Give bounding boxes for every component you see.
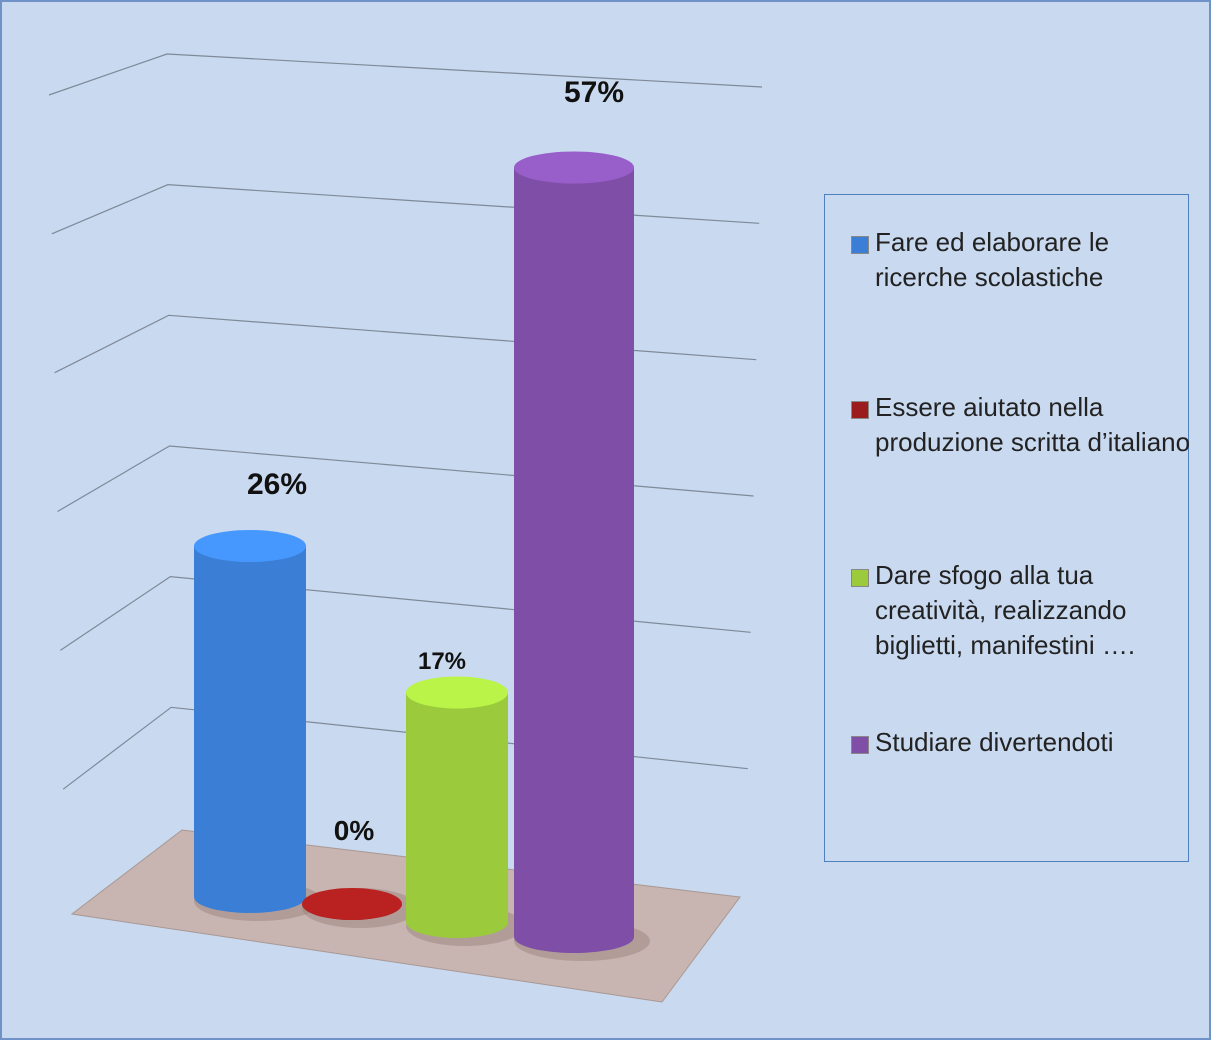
bar-top xyxy=(194,530,306,562)
legend-item: Fare ed elaborare le ricerche scolastich… xyxy=(849,225,1195,295)
bar-top xyxy=(406,676,508,709)
bar xyxy=(406,692,508,938)
legend-label: Studiare divertendoti xyxy=(875,727,1114,757)
legend-swatch xyxy=(851,569,869,587)
legend-swatch xyxy=(851,236,869,254)
legend-item: Dare sfogo alla tua creatività, realizza… xyxy=(849,558,1195,663)
value-label: 57% xyxy=(564,76,624,109)
legend-label: Essere aiutato nella produzione scritta … xyxy=(875,392,1191,457)
legend-swatch xyxy=(851,736,869,754)
value-label: 0% xyxy=(334,815,375,846)
legend: Fare ed elaborare le ricerche scolastich… xyxy=(824,194,1190,862)
bar xyxy=(514,167,634,953)
legend-item: Essere aiutato nella produzione scritta … xyxy=(849,390,1195,460)
grid-line xyxy=(51,184,760,235)
bar-top xyxy=(302,888,402,920)
grid-line xyxy=(62,706,748,790)
grid-line xyxy=(48,53,763,96)
legend-item: Studiare divertendoti xyxy=(849,725,1195,760)
value-label: 17% xyxy=(418,648,466,675)
legend-swatch xyxy=(851,401,869,419)
grid-line xyxy=(57,445,754,513)
bar xyxy=(194,546,306,913)
bar-top xyxy=(514,151,634,184)
grid-line xyxy=(54,314,757,374)
value-label: 26% xyxy=(247,468,307,501)
grid-line xyxy=(59,576,751,651)
legend-label: Dare sfogo alla tua creatività, realizza… xyxy=(875,560,1136,660)
legend-label: Fare ed elaborare le ricerche scolastich… xyxy=(875,227,1110,292)
